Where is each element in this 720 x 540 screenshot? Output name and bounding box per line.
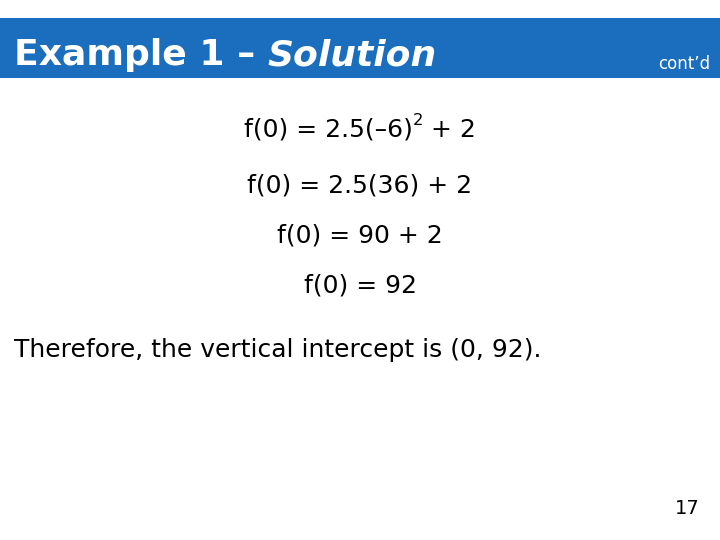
Text: + 2: + 2 — [423, 118, 476, 142]
Text: f(0) = 90 + 2: f(0) = 90 + 2 — [277, 223, 443, 247]
Text: 17: 17 — [675, 499, 700, 518]
Text: Example 1 –: Example 1 – — [14, 38, 268, 72]
Bar — [0, 18, 720, 78]
Text: Therefore, the vertical intercept is (0, 92).: Therefore, the vertical intercept is (0,… — [14, 338, 541, 362]
Text: f(0) = 92: f(0) = 92 — [304, 273, 416, 297]
Text: cont’d: cont’d — [658, 55, 710, 73]
Text: f(0) = 2.5(–6): f(0) = 2.5(–6) — [244, 118, 413, 142]
Text: 2: 2 — [413, 113, 423, 127]
Text: f(0) = 2.5(36) + 2: f(0) = 2.5(36) + 2 — [248, 173, 472, 197]
Text: Solution: Solution — [268, 38, 437, 72]
